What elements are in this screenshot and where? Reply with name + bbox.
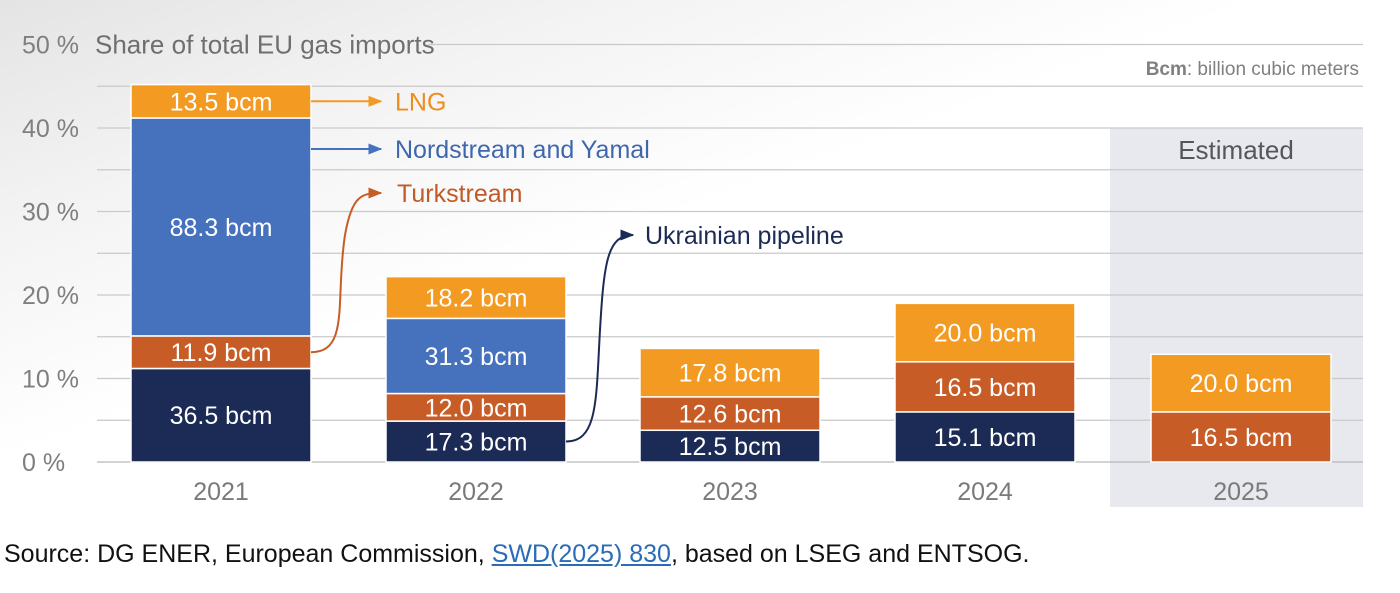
x-tick-label: 2023 xyxy=(702,478,758,506)
x-tick-label: 2024 xyxy=(957,478,1013,506)
bar-segment xyxy=(130,367,312,463)
y-tick-label: 20 % xyxy=(22,282,79,310)
bar-value-label: 31.3 bcm xyxy=(425,343,528,371)
source-note: Source: DG ENER, European Commission, SW… xyxy=(4,540,1029,569)
bar-segment xyxy=(130,117,312,337)
y-tick-label: 50 % xyxy=(22,32,79,60)
x-tick-label: 2025 xyxy=(1213,478,1269,506)
y-tick-label: 0 % xyxy=(22,449,65,477)
bar-value-label: 18.2 bcm xyxy=(425,285,528,313)
bar-segment xyxy=(639,429,821,463)
y-tick-label: 10 % xyxy=(22,366,79,394)
unit-note-bold: Bcm xyxy=(1146,59,1187,80)
bar-segment xyxy=(1150,353,1332,413)
chart-title: Share of total EU gas imports xyxy=(95,30,435,60)
turkstream-callout-label: Turkstream xyxy=(397,180,522,208)
x-tick-label: 2021 xyxy=(193,478,249,506)
bar-segment xyxy=(385,392,567,422)
nordstream-callout-label: Nordstream and Yamal xyxy=(395,136,650,164)
lng-callout-label: LNG xyxy=(395,88,446,116)
source-link[interactable]: SWD(2025) 830 xyxy=(491,540,671,568)
bar-segment xyxy=(894,302,1076,363)
ukrainian-callout-arrow xyxy=(565,229,635,443)
bar-value-label: 17.3 bcm xyxy=(425,429,528,457)
bar-value-label: 20.0 bcm xyxy=(934,320,1037,348)
source-prefix: Source: DG ENER, European Commission, xyxy=(4,540,492,568)
bar-segment xyxy=(894,411,1076,463)
bar-value-label: 17.8 bcm xyxy=(679,360,782,388)
bar-segment xyxy=(639,396,821,432)
bar-value-label: 20.0 bcm xyxy=(1190,370,1293,398)
bar-value-label: 12.6 bcm xyxy=(679,401,782,429)
x-tick-label: 2022 xyxy=(448,478,504,506)
ukrainian-callout-label: Ukrainian pipeline xyxy=(645,222,844,250)
bar-value-label: 13.5 bcm xyxy=(170,88,273,116)
bar-segment xyxy=(385,317,567,395)
y-tick-label: 40 % xyxy=(22,115,79,143)
bar-value-label: 12.0 bcm xyxy=(425,394,528,422)
bar-segment xyxy=(385,275,567,320)
chart-area: Estimated 0 % 10 % 20 % 30 % 40 % 50 % Share of… xyxy=(0,0,1400,515)
gas-imports-chart: Estimated 0 % 10 % 20 % 30 % 40 % 50 % Share of… xyxy=(22,30,1363,507)
source-suffix: , based on LSEG and ENTSOG. xyxy=(670,540,1030,568)
bar-value-label: 12.5 bcm xyxy=(679,433,782,461)
bar-value-label: 16.5 bcm xyxy=(1190,424,1293,452)
y-tick-label: 30 % xyxy=(22,199,79,227)
estimated-label: Estimated xyxy=(1178,135,1294,165)
unit-note: Bcm: billion cubic meters xyxy=(1146,59,1359,80)
bar-segment xyxy=(639,347,821,398)
bar-segment xyxy=(1150,411,1332,463)
turkstream-callout-arrow xyxy=(310,187,383,354)
bar-value-label: 16.5 bcm xyxy=(934,374,1037,402)
bar-segment xyxy=(894,361,1076,413)
bar-value-label: 15.1 bcm xyxy=(934,424,1037,452)
unit-note-text: : billion cubic meters xyxy=(1187,59,1359,80)
bar-value-label: 36.5 bcm xyxy=(170,402,273,430)
bar-value-label: 88.3 bcm xyxy=(170,214,273,242)
bar-value-label: 11.9 bcm xyxy=(171,339,272,367)
